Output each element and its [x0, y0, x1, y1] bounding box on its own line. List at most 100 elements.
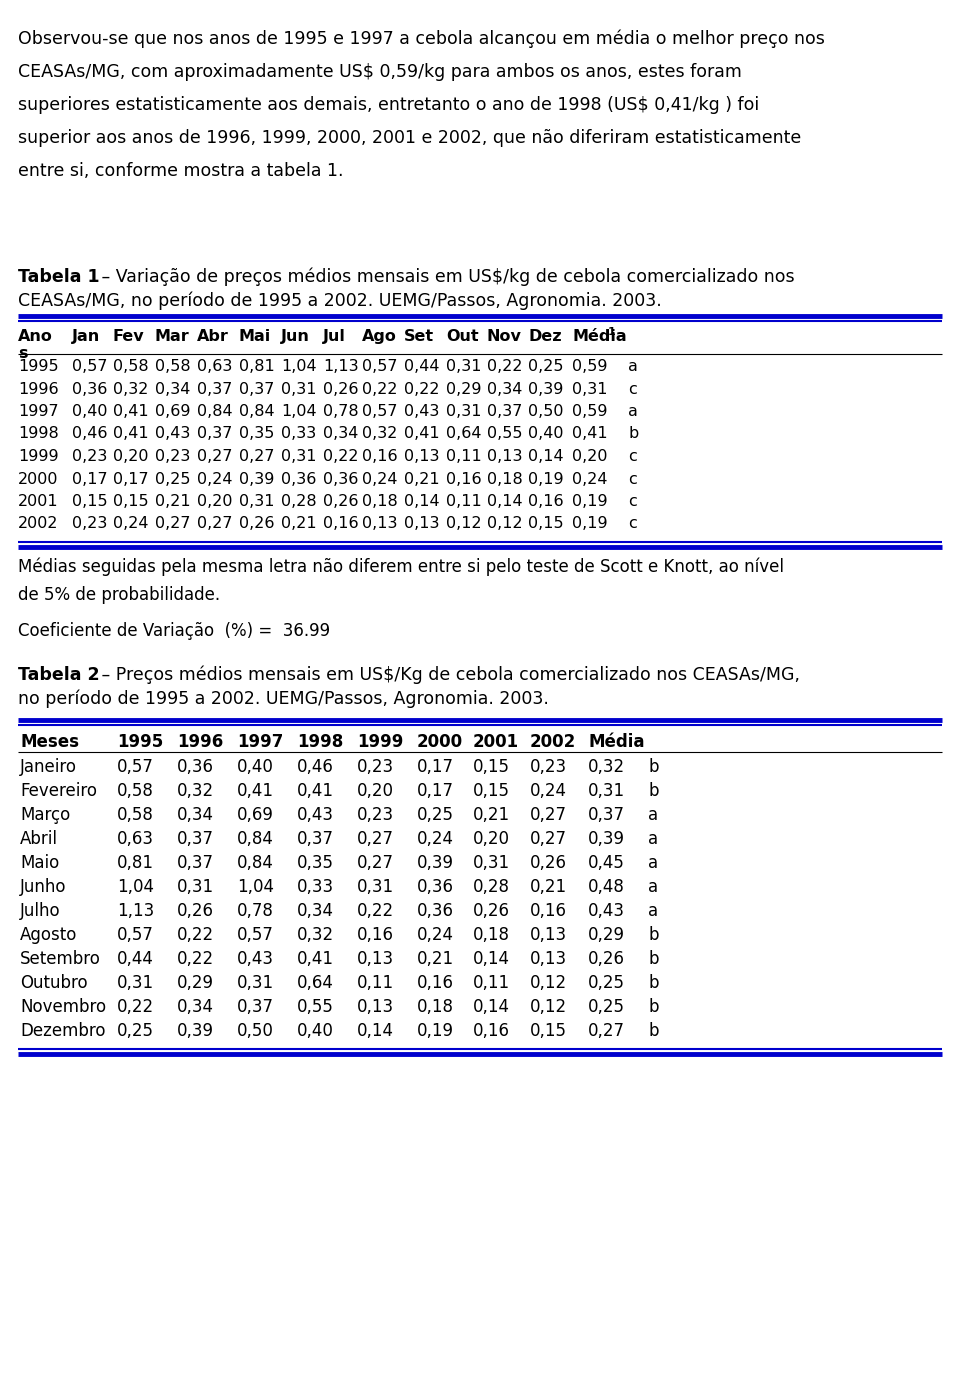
Text: 0,36: 0,36 — [417, 903, 454, 919]
Text: 0,27: 0,27 — [155, 516, 190, 531]
Text: 0,22: 0,22 — [177, 926, 214, 944]
Text: 0,41: 0,41 — [572, 427, 608, 441]
Text: 0,29: 0,29 — [446, 381, 482, 396]
Text: 0,39: 0,39 — [528, 381, 564, 396]
Text: 0,20: 0,20 — [572, 449, 608, 465]
Text: 1996: 1996 — [177, 732, 224, 751]
Text: Médias seguidas pela mesma letra não diferem entre si pelo teste de Scott e Knot: Médias seguidas pela mesma letra não dif… — [18, 558, 784, 576]
Text: Nov: Nov — [487, 329, 522, 345]
Text: 0,37: 0,37 — [197, 427, 232, 441]
Text: 0,16: 0,16 — [362, 449, 397, 465]
Text: 0,41: 0,41 — [404, 427, 440, 441]
Text: 0,43: 0,43 — [588, 903, 625, 919]
Text: 1,04: 1,04 — [237, 877, 274, 896]
Text: 0,31: 0,31 — [446, 359, 482, 374]
Text: 2002: 2002 — [530, 732, 576, 751]
Text: 0,27: 0,27 — [530, 806, 567, 824]
Text: 0,15: 0,15 — [473, 783, 510, 799]
Text: 0,21: 0,21 — [404, 472, 440, 487]
Text: a: a — [628, 359, 637, 374]
Text: Abr: Abr — [197, 329, 228, 345]
Text: de 5% de probabilidade.: de 5% de probabilidade. — [18, 586, 220, 604]
Text: 0,23: 0,23 — [72, 449, 108, 465]
Text: a: a — [648, 854, 659, 872]
Text: 0,16: 0,16 — [446, 472, 482, 487]
Text: 0,37: 0,37 — [197, 381, 232, 396]
Text: 0,26: 0,26 — [239, 516, 275, 531]
Text: Mai: Mai — [239, 329, 272, 345]
Text: 0,31: 0,31 — [117, 974, 155, 992]
Text: 0,24: 0,24 — [362, 472, 397, 487]
Text: Média: Média — [572, 329, 627, 345]
Text: 0,32: 0,32 — [177, 783, 214, 799]
Text: 0,46: 0,46 — [72, 427, 108, 441]
Text: 0,36: 0,36 — [323, 472, 358, 487]
Text: 0,13: 0,13 — [357, 997, 395, 1016]
Text: Dez: Dez — [528, 329, 562, 345]
Text: Janeiro: Janeiro — [20, 757, 77, 776]
Text: 0,31: 0,31 — [357, 877, 395, 896]
Text: 0,36: 0,36 — [177, 757, 214, 776]
Text: – Variação de preços médios mensais em US$/kg de cebola comercializado nos: – Variação de preços médios mensais em U… — [96, 268, 795, 286]
Text: 0,32: 0,32 — [588, 757, 625, 776]
Text: 0,57: 0,57 — [72, 359, 108, 374]
Text: a: a — [648, 806, 659, 824]
Text: 0,50: 0,50 — [528, 405, 564, 418]
Text: Mar: Mar — [155, 329, 190, 345]
Text: 0,18: 0,18 — [417, 997, 454, 1016]
Text: 0,15: 0,15 — [72, 494, 108, 509]
Text: Ano: Ano — [18, 329, 53, 345]
Text: 0,12: 0,12 — [530, 997, 567, 1016]
Text: 0,58: 0,58 — [117, 806, 154, 824]
Text: 0,31: 0,31 — [239, 494, 275, 509]
Text: Out: Out — [446, 329, 479, 345]
Text: 0,13: 0,13 — [530, 926, 567, 944]
Text: 0,22: 0,22 — [357, 903, 395, 919]
Text: 0,34: 0,34 — [297, 903, 334, 919]
Text: 0,14: 0,14 — [357, 1023, 394, 1041]
Text: 0,15: 0,15 — [528, 516, 564, 531]
Text: 0,59: 0,59 — [572, 359, 608, 374]
Text: 0,16: 0,16 — [357, 926, 394, 944]
Text: 0,81: 0,81 — [117, 854, 154, 872]
Text: 0,12: 0,12 — [446, 516, 482, 531]
Text: b: b — [648, 783, 659, 799]
Text: 2000: 2000 — [18, 472, 59, 487]
Text: 0,81: 0,81 — [239, 359, 275, 374]
Text: b: b — [648, 950, 659, 968]
Text: 0,35: 0,35 — [297, 854, 334, 872]
Text: 1998: 1998 — [297, 732, 344, 751]
Text: 0,37: 0,37 — [177, 854, 214, 872]
Text: Observou-se que nos anos de 1995 e 1997 a cebola alcançou em média o melhor preç: Observou-se que nos anos de 1995 e 1997 … — [18, 31, 825, 49]
Text: 0,16: 0,16 — [528, 494, 564, 509]
Text: 0,26: 0,26 — [588, 950, 625, 968]
Text: 0,43: 0,43 — [404, 405, 440, 418]
Text: 0,23: 0,23 — [155, 449, 190, 465]
Text: 1,04: 1,04 — [117, 877, 154, 896]
Text: 0,12: 0,12 — [487, 516, 522, 531]
Text: 0,64: 0,64 — [446, 427, 482, 441]
Text: 0,58: 0,58 — [155, 359, 191, 374]
Text: 0,37: 0,37 — [297, 830, 334, 848]
Text: 0,15: 0,15 — [113, 494, 149, 509]
Text: 0,18: 0,18 — [362, 494, 397, 509]
Text: 0,45: 0,45 — [588, 854, 625, 872]
Text: 0,37: 0,37 — [239, 381, 275, 396]
Text: 0,27: 0,27 — [197, 516, 232, 531]
Text: 0,69: 0,69 — [237, 806, 274, 824]
Text: 0,20: 0,20 — [357, 783, 394, 799]
Text: 0,39: 0,39 — [177, 1023, 214, 1041]
Text: 0,26: 0,26 — [530, 854, 567, 872]
Text: 0,13: 0,13 — [487, 449, 522, 465]
Text: 0,15: 0,15 — [530, 1023, 567, 1041]
Text: 0,41: 0,41 — [113, 427, 149, 441]
Text: c: c — [628, 472, 636, 487]
Text: 1,13: 1,13 — [323, 359, 359, 374]
Text: 0,32: 0,32 — [113, 381, 149, 396]
Text: 0,39: 0,39 — [239, 472, 275, 487]
Text: 0,55: 0,55 — [297, 997, 334, 1016]
Text: 0,78: 0,78 — [237, 903, 274, 919]
Text: 0,59: 0,59 — [572, 405, 608, 418]
Text: 1998: 1998 — [18, 427, 59, 441]
Text: 0,22: 0,22 — [487, 359, 522, 374]
